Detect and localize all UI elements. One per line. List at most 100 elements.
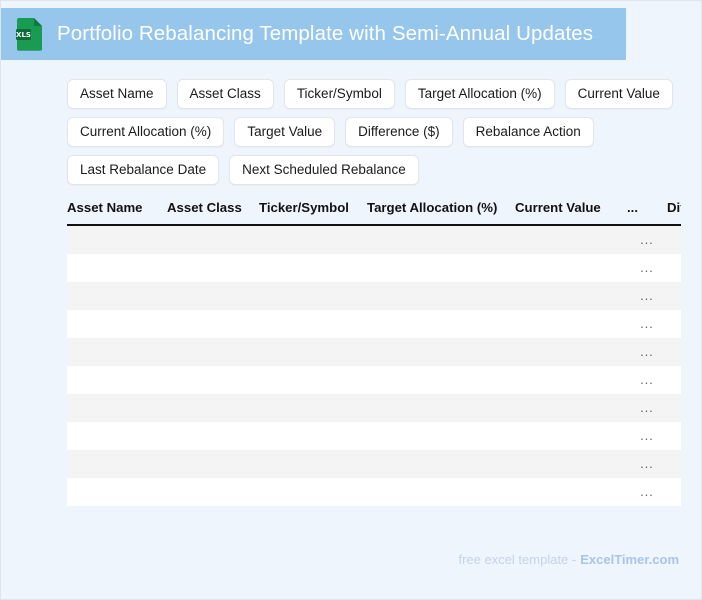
cell-asset-class[interactable] bbox=[167, 254, 259, 282]
cell-ticker-symbol[interactable] bbox=[259, 338, 367, 366]
cell-current-value[interactable] bbox=[515, 338, 627, 366]
cell-current-value[interactable] bbox=[515, 310, 627, 338]
column-chip-current-allocation[interactable]: Current Allocation (%) bbox=[67, 117, 225, 147]
cell-ticker-symbol[interactable] bbox=[259, 478, 367, 506]
col-header-asset-name[interactable]: Asset Name bbox=[67, 194, 167, 226]
cell-target-allocation[interactable] bbox=[367, 254, 515, 282]
cell-asset-class[interactable] bbox=[167, 338, 259, 366]
cell-difference[interactable] bbox=[667, 450, 681, 478]
table-row[interactable]: ... bbox=[67, 225, 681, 254]
cell-current-value[interactable] bbox=[515, 366, 627, 394]
cell-overflow-ellipsis: ... bbox=[627, 225, 667, 254]
cell-current-value[interactable] bbox=[515, 422, 627, 450]
column-chip-difference[interactable]: Difference ($) bbox=[345, 117, 453, 147]
table-row[interactable]: ... bbox=[67, 422, 681, 450]
table-row[interactable]: ... bbox=[67, 310, 681, 338]
cell-ticker-symbol[interactable] bbox=[259, 422, 367, 450]
cell-target-allocation[interactable] bbox=[367, 450, 515, 478]
cell-current-value[interactable] bbox=[515, 282, 627, 310]
cell-overflow-ellipsis: ... bbox=[627, 338, 667, 366]
cell-current-value[interactable] bbox=[515, 450, 627, 478]
column-chip-asset-class[interactable]: Asset Class bbox=[176, 79, 274, 109]
cell-asset-name[interactable] bbox=[67, 366, 167, 394]
cell-ticker-symbol[interactable] bbox=[259, 394, 367, 422]
cell-current-value[interactable] bbox=[515, 394, 627, 422]
cell-ticker-symbol[interactable] bbox=[259, 225, 367, 254]
cell-current-value[interactable] bbox=[515, 225, 627, 254]
table-row[interactable]: ... bbox=[67, 366, 681, 394]
col-header-ticker-symbol[interactable]: Ticker/Symbol bbox=[259, 194, 367, 226]
cell-overflow-ellipsis: ... bbox=[627, 254, 667, 282]
cell-target-allocation[interactable] bbox=[367, 394, 515, 422]
cell-current-value[interactable] bbox=[515, 478, 627, 506]
cell-asset-class[interactable] bbox=[167, 310, 259, 338]
cell-asset-name[interactable] bbox=[67, 394, 167, 422]
cell-overflow-ellipsis: ... bbox=[627, 394, 667, 422]
svg-text:XLS: XLS bbox=[16, 31, 31, 39]
cell-asset-name[interactable] bbox=[67, 282, 167, 310]
column-chip-target-value[interactable]: Target Value bbox=[234, 117, 336, 147]
col-header-target-allocation[interactable]: Target Allocation (%) bbox=[367, 194, 515, 226]
cell-target-allocation[interactable] bbox=[367, 422, 515, 450]
footer-brand-link[interactable]: ExcelTimer.com bbox=[580, 552, 679, 567]
cell-ticker-symbol[interactable] bbox=[259, 254, 367, 282]
table-row[interactable]: ... bbox=[67, 254, 681, 282]
cell-asset-class[interactable] bbox=[167, 225, 259, 254]
cell-target-allocation[interactable] bbox=[367, 478, 515, 506]
footer-attribution: free excel template - ExcelTimer.com bbox=[458, 552, 679, 567]
cell-asset-class[interactable] bbox=[167, 282, 259, 310]
column-chip-asset-name[interactable]: Asset Name bbox=[67, 79, 167, 109]
cell-target-allocation[interactable] bbox=[367, 366, 515, 394]
col-header-difference[interactable]: Dif bbox=[667, 194, 681, 226]
table-row[interactable]: ... bbox=[67, 450, 681, 478]
cell-difference[interactable] bbox=[667, 478, 681, 506]
cell-difference[interactable] bbox=[667, 310, 681, 338]
cell-target-allocation[interactable] bbox=[367, 225, 515, 254]
table-row[interactable]: ... bbox=[67, 338, 681, 366]
column-chip-rebalance-action[interactable]: Rebalance Action bbox=[462, 117, 594, 147]
cell-difference[interactable] bbox=[667, 254, 681, 282]
cell-ticker-symbol[interactable] bbox=[259, 450, 367, 478]
column-chip-last-rebalance-date[interactable]: Last Rebalance Date bbox=[67, 155, 220, 185]
cell-asset-name[interactable] bbox=[67, 310, 167, 338]
cell-difference[interactable] bbox=[667, 225, 681, 254]
cell-asset-class[interactable] bbox=[167, 450, 259, 478]
cell-difference[interactable] bbox=[667, 366, 681, 394]
cell-ticker-symbol[interactable] bbox=[259, 366, 367, 394]
cell-asset-class[interactable] bbox=[167, 422, 259, 450]
preview-table: Asset Name Asset Class Ticker/Symbol Tar… bbox=[67, 194, 681, 506]
cell-asset-class[interactable] bbox=[167, 366, 259, 394]
cell-ticker-symbol[interactable] bbox=[259, 282, 367, 310]
cell-current-value[interactable] bbox=[515, 254, 627, 282]
cell-asset-name[interactable] bbox=[67, 338, 167, 366]
cell-target-allocation[interactable] bbox=[367, 310, 515, 338]
cell-difference[interactable] bbox=[667, 338, 681, 366]
cell-difference[interactable] bbox=[667, 394, 681, 422]
cell-target-allocation[interactable] bbox=[367, 282, 515, 310]
col-header-asset-class[interactable]: Asset Class bbox=[167, 194, 259, 226]
column-chip-target-allocation[interactable]: Target Allocation (%) bbox=[404, 79, 555, 109]
cell-asset-name[interactable] bbox=[67, 450, 167, 478]
table-row[interactable]: ... bbox=[67, 394, 681, 422]
cell-asset-class[interactable] bbox=[167, 394, 259, 422]
cell-asset-name[interactable] bbox=[67, 422, 167, 450]
cell-overflow-ellipsis: ... bbox=[627, 366, 667, 394]
table-row[interactable]: ... bbox=[67, 282, 681, 310]
cell-ticker-symbol[interactable] bbox=[259, 310, 367, 338]
cell-target-allocation[interactable] bbox=[367, 338, 515, 366]
cell-overflow-ellipsis: ... bbox=[627, 450, 667, 478]
cell-overflow-ellipsis: ... bbox=[627, 478, 667, 506]
cell-asset-name[interactable] bbox=[67, 254, 167, 282]
cell-difference[interactable] bbox=[667, 422, 681, 450]
cell-overflow-ellipsis: ... bbox=[627, 282, 667, 310]
column-chip-current-value[interactable]: Current Value bbox=[564, 79, 673, 109]
cell-asset-class[interactable] bbox=[167, 478, 259, 506]
col-header-current-value[interactable]: Current Value bbox=[515, 194, 627, 226]
column-chip-ticker-symbol[interactable]: Ticker/Symbol bbox=[283, 79, 395, 109]
column-chip-next-scheduled-rebalance[interactable]: Next Scheduled Rebalance bbox=[229, 155, 419, 185]
cell-difference[interactable] bbox=[667, 282, 681, 310]
table-row[interactable]: ... bbox=[67, 478, 681, 506]
cell-asset-name[interactable] bbox=[67, 225, 167, 254]
cell-asset-name[interactable] bbox=[67, 478, 167, 506]
